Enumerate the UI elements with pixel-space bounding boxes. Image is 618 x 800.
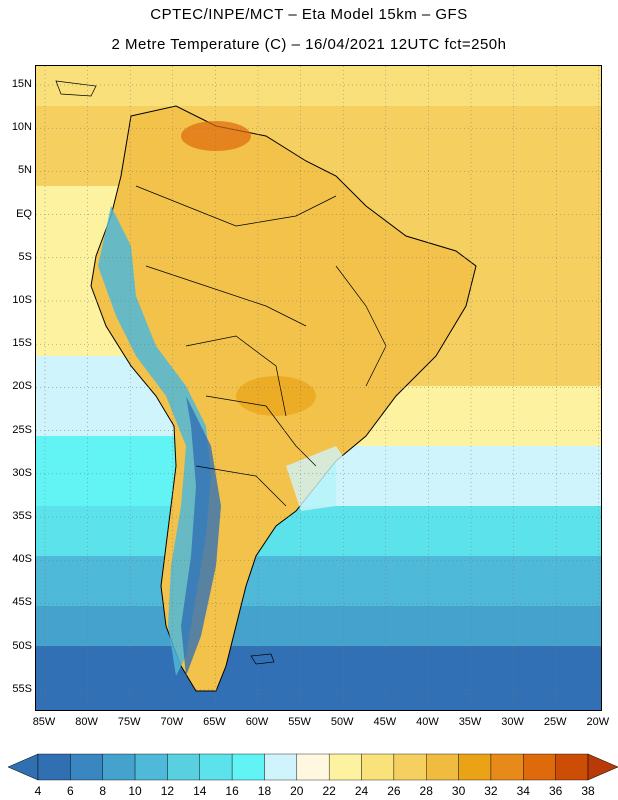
colorbar-swatch <box>134 753 168 781</box>
caribbean-islands <box>55 80 97 97</box>
colorbar-tick-label: 10 <box>128 784 142 798</box>
venezuela-hot-spot <box>181 121 251 151</box>
colorbar-tick-label: 18 <box>257 784 272 798</box>
colorbar-swatch <box>328 753 362 781</box>
colorbar-swatch <box>167 753 200 781</box>
lat-label: 45S <box>12 596 32 609</box>
falkland-islands <box>250 653 275 665</box>
band-southern-ocean <box>36 646 601 710</box>
lon-label: 65W <box>203 716 226 728</box>
colorbar-tick-label: 16 <box>225 784 239 798</box>
lat-label: 20S <box>12 380 32 393</box>
band-caribbean <box>36 66 601 106</box>
lon-label: 30W <box>501 716 524 728</box>
map-canvas <box>36 66 601 710</box>
colorbar-tick-label: 34 <box>516 784 530 798</box>
colorbar-swatch <box>296 753 330 781</box>
band-mid-lat-1 <box>36 506 601 556</box>
colorbar-swatch <box>555 753 589 781</box>
colorbar-tick-label: 30 <box>451 784 466 798</box>
colorbar-tick-label: 38 <box>581 784 595 798</box>
lat-label: 5S <box>18 250 32 263</box>
colorbar-swatch <box>264 753 298 781</box>
colorbar-tick-label: 36 <box>548 784 563 798</box>
band-atlantic-cool <box>336 446 601 506</box>
colorbar-swatch <box>426 753 459 781</box>
title-line-2: 2 Metre Temperature (C) – 16/04/2021 12U… <box>111 36 507 53</box>
lat-label: 5N <box>17 164 32 177</box>
lat-label: 40S <box>12 553 32 566</box>
lat-label: 10S <box>12 294 32 306</box>
colorbar-tick-label: 32 <box>484 784 498 798</box>
colorbar-swatch <box>231 753 265 781</box>
lon-label: 40W <box>416 716 439 728</box>
patagonia-cold-area <box>181 396 221 676</box>
lat-label: EQ <box>16 207 32 220</box>
colorbar-tick-label: 6 <box>67 784 74 798</box>
uruguay-cool-area <box>286 446 356 511</box>
colorbar <box>8 753 618 781</box>
lat-label: 10N <box>11 121 32 134</box>
graticule <box>36 66 601 710</box>
colorbar-tick-label: 26 <box>387 784 401 798</box>
colorbar-swatch <box>70 753 103 781</box>
band-mid-lat-3 <box>36 606 601 646</box>
lat-label: 35S <box>12 510 32 522</box>
colorbar-tick-label: 12 <box>160 784 175 798</box>
colorbar-low-arrow <box>8 753 39 781</box>
lon-label: 20W <box>586 716 610 728</box>
colorbar-tick-label: 22 <box>322 784 336 798</box>
colorbar-swatch <box>361 753 395 781</box>
andes-cold-ridge <box>98 206 211 676</box>
colorbar-swatch <box>37 753 71 781</box>
colorbar-swatch <box>523 753 556 781</box>
lon-label: 85W <box>32 716 56 728</box>
lat-label: 30S <box>12 466 32 479</box>
lon-label: 55W <box>288 716 311 728</box>
colorbar-tick-label: 14 <box>193 784 207 798</box>
lon-label: 70W <box>160 716 184 728</box>
lat-label: 55S <box>12 682 32 695</box>
colorbar-swatch <box>102 753 136 781</box>
colorbar-tick-label: 8 <box>99 784 107 798</box>
lon-label: 75W <box>117 716 141 728</box>
colorbar-tick-label: 20 <box>290 784 304 798</box>
lon-label: 25W <box>543 716 567 728</box>
temperature-map <box>35 65 602 711</box>
colorbar-swatch <box>199 753 233 781</box>
lon-label: 45W <box>373 716 397 728</box>
colorbar-tick-label: 4 <box>34 784 42 798</box>
paraguay-warm-area <box>236 376 316 416</box>
lat-label: 25S <box>12 423 32 436</box>
lat-label: 50S <box>12 639 32 652</box>
lat-label: 15N <box>11 78 32 90</box>
lat-label: 15S <box>12 337 32 350</box>
lon-label: 80W <box>75 716 98 728</box>
colorbar-tick-label: 28 <box>419 784 433 798</box>
colorbar-swatch <box>490 753 524 781</box>
lon-label: 35W <box>458 716 482 728</box>
colorbar-high-arrow <box>587 753 618 781</box>
lon-label: 50W <box>330 716 354 728</box>
colorbar-swatch <box>393 753 427 781</box>
lon-label: 60W <box>245 716 269 728</box>
colorbar-tick-label: 24 <box>354 784 369 798</box>
colorbar-swatch <box>458 753 492 781</box>
title-line-1: CPTEC/INPE/MCT – Eta Model 15km – GFS <box>150 6 468 23</box>
band-mid-lat-2 <box>36 556 601 606</box>
country-borders <box>135 185 387 507</box>
